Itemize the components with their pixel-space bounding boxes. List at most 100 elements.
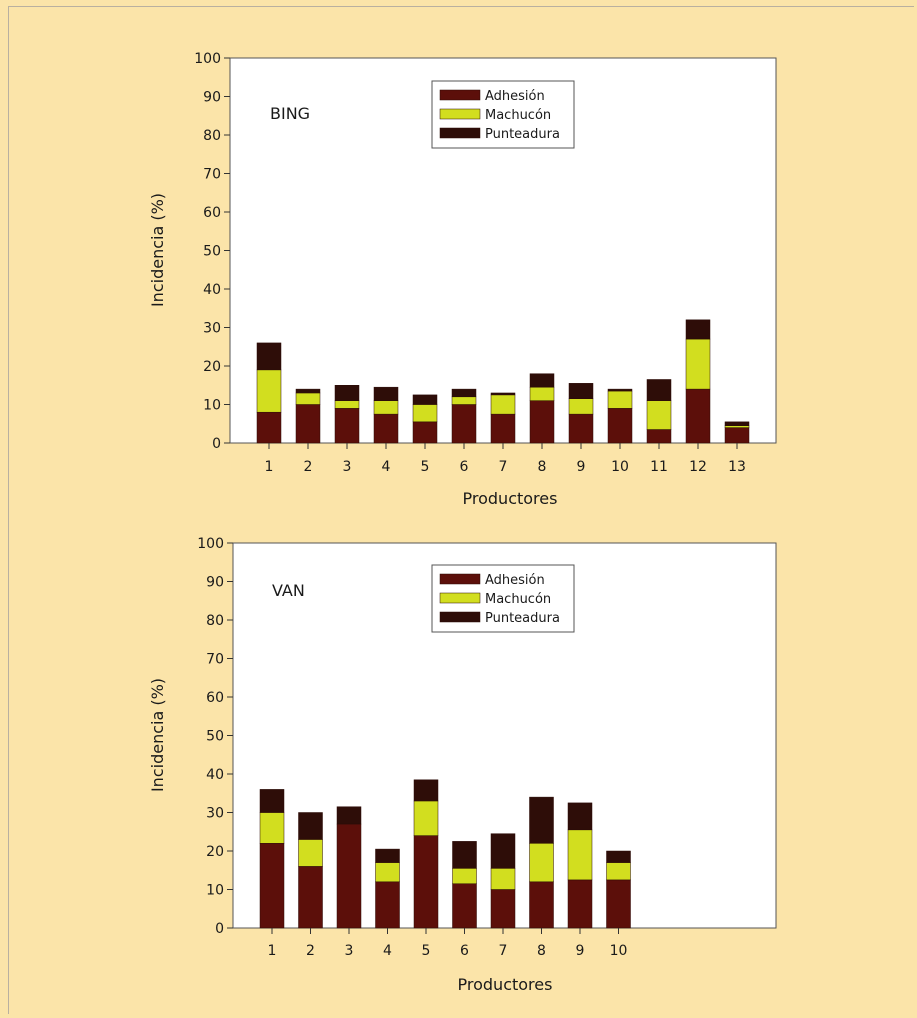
- c1-bar-2-punteadura: [298, 812, 323, 840]
- c1-x-tick-label-6: 6: [460, 943, 469, 959]
- c0-x-tick-label-9: 9: [577, 459, 586, 475]
- c0-x-tick-label-2: 2: [304, 459, 313, 475]
- c0-legend-label-punteadura: Punteadura: [485, 127, 560, 142]
- c1-bar-10-machucón: [606, 862, 631, 881]
- c1-x-tick-label-4: 4: [383, 943, 392, 959]
- c0-bar-8-punteadura: [529, 373, 555, 388]
- c1-panel-title: VAN: [272, 581, 305, 600]
- c1-y-tick-label-30: 30: [206, 806, 224, 822]
- c0-x-tick-label-12: 12: [689, 459, 707, 475]
- c1-bar-7-punteadura: [490, 833, 516, 869]
- c0-x-tick-label-5: 5: [421, 459, 430, 475]
- c1-bar-1-punteadura: [259, 789, 285, 813]
- c0-x-tick-label-7: 7: [499, 459, 508, 475]
- c1-bar-1-adhesión: [259, 843, 285, 929]
- c1-bar-9-adhesión: [567, 879, 593, 929]
- c0-x-tick-label-4: 4: [382, 459, 391, 475]
- c1-bar-9-machucón: [567, 829, 593, 881]
- c1-y-tick-label-80: 80: [206, 613, 224, 629]
- c1-legend-swatch-adhesión: [439, 573, 481, 585]
- c0-x-axis-label: Productores: [463, 489, 558, 508]
- c1-bar-5-punteadura: [413, 779, 439, 802]
- c0-legend-swatch-punteadura: [439, 127, 481, 139]
- c1-y-tick-label-100: 100: [197, 536, 224, 552]
- c0-bar-13-punteadura: [724, 421, 750, 426]
- c0-legend-swatch-machucón: [439, 108, 481, 120]
- c0-y-axis-label: Incidencia (%): [148, 193, 167, 307]
- c0-bar-4-punteadura: [373, 386, 399, 401]
- c0-bar-7-punteadura: [490, 392, 516, 396]
- c0-bar-9-punteadura: [568, 383, 594, 399]
- c0-bar-3-punteadura: [334, 385, 360, 401]
- c1-bar-1-machucón: [259, 812, 285, 844]
- c0-x-tick-label-3: 3: [343, 459, 352, 475]
- page-frame: [8, 6, 914, 1014]
- c1-x-tick-label-8: 8: [537, 943, 546, 959]
- c1-bar-8-adhesión: [529, 881, 554, 929]
- c0-legend-swatch-adhesión: [439, 89, 481, 101]
- c0-x-tick-label-11: 11: [650, 459, 668, 475]
- c1-bar-2-adhesión: [298, 866, 323, 929]
- c1-x-tick-label-9: 9: [576, 943, 585, 959]
- c0-y-tick-label-30: 30: [203, 321, 221, 337]
- c1-bar-10-punteadura: [606, 850, 631, 863]
- c1-bar-4-punteadura: [375, 848, 400, 863]
- c0-bar-11-punteadura: [646, 379, 672, 401]
- c1-legend-label-machucón: Machucón: [485, 592, 551, 607]
- c1-bar-2-machucón: [298, 839, 323, 867]
- c0-bar-1-adhesión: [256, 411, 282, 444]
- c1-y-tick-label-20: 20: [206, 844, 224, 860]
- c1-y-tick-label-10: 10: [206, 883, 224, 899]
- c0-bar-1-punteadura: [256, 342, 282, 371]
- c1-x-tick-label-3: 3: [345, 943, 354, 959]
- c1-y-tick-label-0: 0: [215, 921, 224, 937]
- c1-y-tick-label-90: 90: [206, 575, 224, 591]
- c1-y-axis-label: Incidencia (%): [148, 678, 167, 792]
- c1-legend-swatch-punteadura: [439, 611, 481, 623]
- c0-bar-6-adhesión: [451, 404, 477, 444]
- c1-y-tick-label-70: 70: [206, 652, 224, 668]
- c1-x-tick-label-10: 10: [610, 943, 628, 959]
- c0-legend-label-machucón: Machucón: [485, 108, 551, 123]
- c1-bar-6-adhesión: [452, 883, 477, 929]
- c0-legend-label-adhesión: Adhesión: [485, 89, 545, 104]
- c1-x-tick-label-2: 2: [306, 943, 315, 959]
- c1-x-axis-label: Productores: [458, 975, 553, 994]
- c0-panel-title: BING: [270, 104, 310, 123]
- c0-bar-2-punteadura: [295, 388, 321, 394]
- c0-bar-6-punteadura: [451, 388, 477, 398]
- c1-bar-3-punteadura: [336, 806, 362, 825]
- c1-bar-4-machucón: [375, 862, 400, 883]
- c0-x-tick-label-6: 6: [460, 459, 469, 475]
- c0-y-tick-label-60: 60: [203, 205, 221, 221]
- c0-x-tick-label-13: 13: [728, 459, 746, 475]
- c1-bar-8-punteadura: [529, 796, 554, 844]
- c0-y-tick-label-70: 70: [203, 167, 221, 183]
- c0-bar-12-punteadura: [685, 319, 711, 340]
- c0-y-tick-label-40: 40: [203, 282, 221, 298]
- c1-legend-label-adhesión: Adhesión: [485, 573, 545, 588]
- c0-bar-12-machucón: [685, 338, 711, 390]
- c1-bar-5-machucón: [413, 800, 439, 836]
- c1-legend-label-punteadura: Punteadura: [485, 611, 560, 626]
- c1-x-tick-label-5: 5: [422, 943, 431, 959]
- c0-x-tick-label-8: 8: [538, 459, 547, 475]
- c0-y-tick-label-20: 20: [203, 359, 221, 375]
- c1-bar-9-punteadura: [567, 802, 593, 831]
- c0-y-tick-label-0: 0: [212, 436, 221, 452]
- c0-x-tick-label-10: 10: [611, 459, 629, 475]
- c0-y-tick-label-50: 50: [203, 244, 221, 260]
- c1-bar-4-adhesión: [375, 881, 400, 929]
- c1-y-tick-label-50: 50: [206, 729, 224, 745]
- c0-bar-10-punteadura: [607, 388, 633, 392]
- c1-bar-7-machucón: [490, 868, 516, 890]
- c0-y-tick-label-80: 80: [203, 128, 221, 144]
- c1-bar-3-adhesión: [336, 823, 362, 929]
- c0-x-tick-label-1: 1: [265, 459, 274, 475]
- c0-y-tick-label-90: 90: [203, 90, 221, 106]
- c1-legend-swatch-machucón: [439, 592, 481, 604]
- c1-y-tick-label-60: 60: [206, 690, 224, 706]
- c1-x-tick-label-7: 7: [499, 943, 508, 959]
